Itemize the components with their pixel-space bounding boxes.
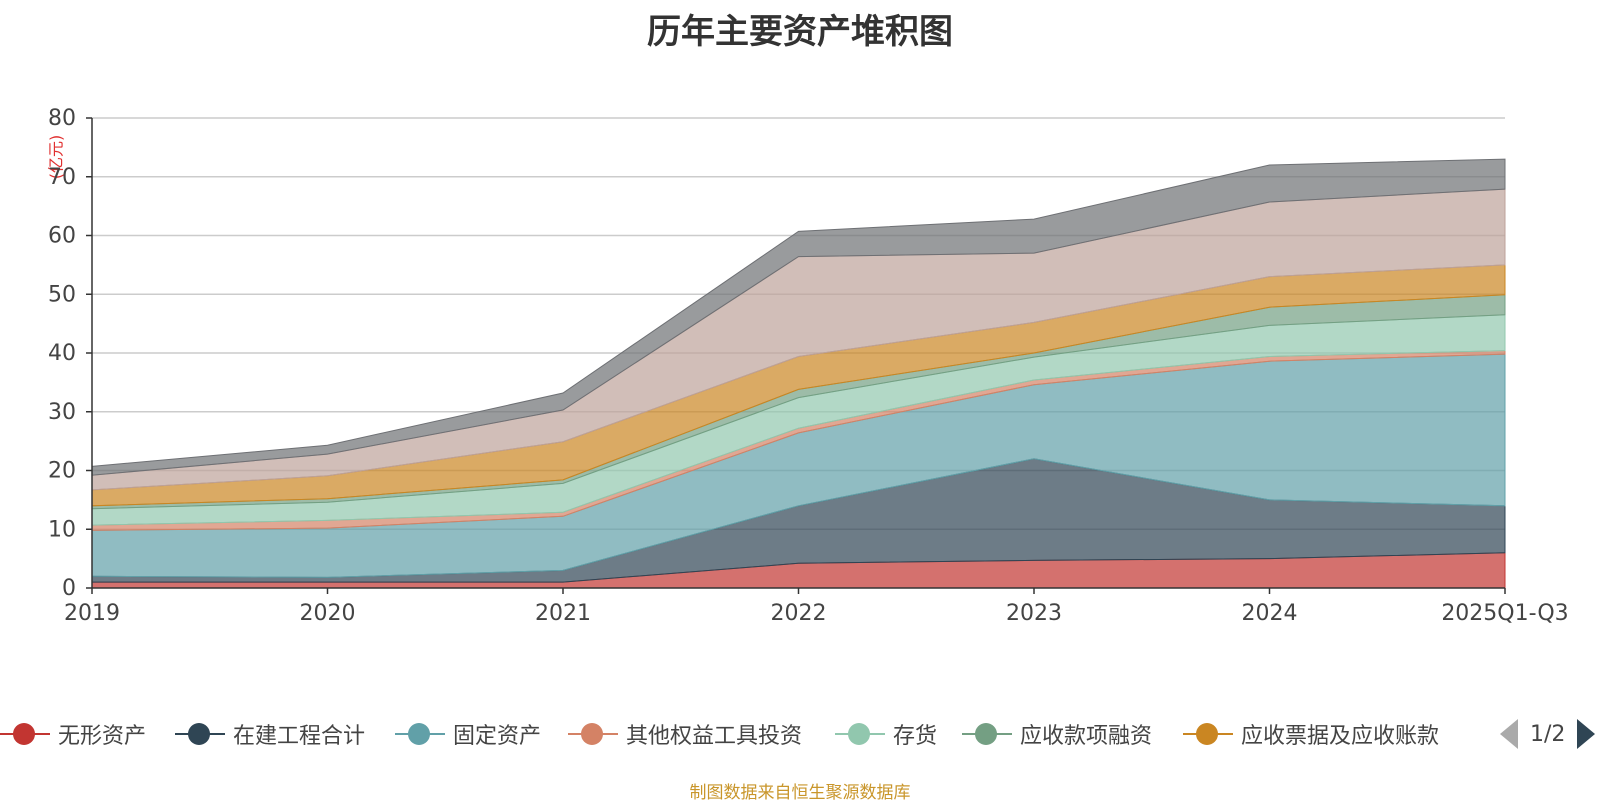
legend-label: 应收票据及应收账款 <box>1241 724 1440 749</box>
legend-item[interactable]: 存货 <box>835 712 937 756</box>
legend-item[interactable]: 在建工程合计 <box>175 712 365 756</box>
legend-item[interactable]: 固定资产 <box>395 712 541 756</box>
y-tick-label: 60 <box>48 224 76 249</box>
x-tick-label: 2020 <box>300 601 356 626</box>
area-series <box>91 158 1506 589</box>
y-tick-label: 30 <box>48 400 76 425</box>
x-tick-label: 2024 <box>1242 601 1298 626</box>
legend-page-indicator: 1/2 <box>1530 721 1566 747</box>
x-tick-label: 2025Q1-Q3 <box>1441 601 1568 626</box>
legend-symbol <box>568 719 618 749</box>
source-note: 制图数据来自恒生聚源数据库 <box>689 783 911 803</box>
x-tick-label: 2019 <box>64 601 120 626</box>
axes: 0 10 20 30 40 50 60 70 80 2019 2020 2021 2022 2023 202… <box>48 106 1569 626</box>
legend-label: 无形资产 <box>58 724 147 749</box>
chart-title: 历年主要资产堆积图 <box>647 12 953 52</box>
legend: 无形资产 在建工程合计 固定资产 其他权益工具投资 存货 应收款项融资 应收票据及应收账款 <box>0 712 1600 756</box>
legend-pager: 1/2 <box>1500 712 1596 756</box>
x-tick-label: 2021 <box>535 601 591 626</box>
legend-item[interactable]: 其他权益工具投资 <box>568 712 802 756</box>
y-tick-label: 80 <box>48 106 76 131</box>
legend-symbol <box>835 719 885 749</box>
legend-symbol <box>962 719 1012 749</box>
legend-symbol <box>1183 719 1233 749</box>
x-tick-label: 2023 <box>1006 601 1062 626</box>
legend-symbol <box>175 719 225 749</box>
legend-label: 在建工程合计 <box>233 724 366 749</box>
legend-label: 固定资产 <box>453 724 542 749</box>
stacked-area-chart: 0 10 20 30 40 50 60 70 80 2019 2020 2021 2022 2023 202… <box>48 106 1569 626</box>
legend-prev-page-icon[interactable] <box>1500 719 1518 749</box>
y-tick-label: 40 <box>48 341 76 366</box>
x-tick-label: 2022 <box>771 601 827 626</box>
legend-symbol <box>395 719 445 749</box>
legend-item[interactable]: 应收款项融资 <box>962 712 1152 756</box>
legend-item[interactable]: 应收票据及应收账款 <box>1183 712 1439 756</box>
y-tick-label: 10 <box>48 517 76 542</box>
y-tick-label: 0 <box>62 576 76 601</box>
area-series-9[interactable] <box>91 158 1506 476</box>
legend-next-page-icon[interactable] <box>1577 719 1596 749</box>
legend-symbol <box>0 719 50 749</box>
legend-label: 其他权益工具投资 <box>626 724 803 749</box>
legend-item[interactable]: 无形资产 <box>0 712 146 756</box>
legend-label: 存货 <box>893 724 938 749</box>
legend-label: 应收款项融资 <box>1020 724 1153 749</box>
y-tick-label: 70 <box>48 165 76 190</box>
y-tick-label: 20 <box>48 459 76 484</box>
y-tick-label: 50 <box>48 282 76 307</box>
